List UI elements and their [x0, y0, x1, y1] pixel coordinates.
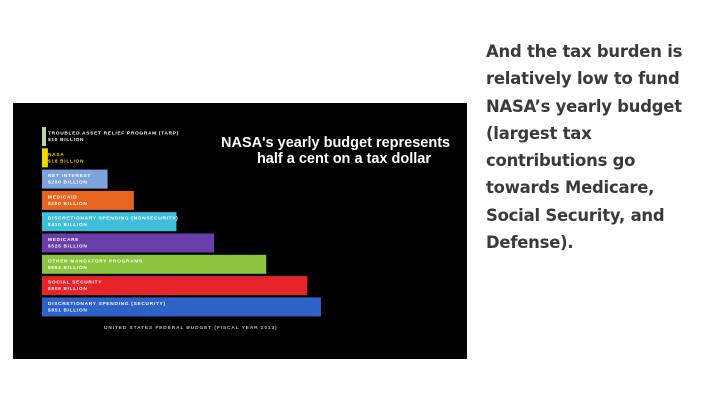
bar-category-label: DISCRETIONARY SPENDING (NONSECURITY): [48, 216, 178, 222]
bar-category-label: DISCRETIONARY SPENDING (SECURITY): [48, 301, 166, 307]
bar-category-label: MEDICAID: [48, 194, 77, 200]
bar: [42, 254, 267, 274]
caption-line: contributions go: [486, 151, 636, 171]
bar-value-label: $851 BILLION: [48, 307, 88, 313]
caption-line: towards Medicare,: [486, 178, 655, 198]
bar: [42, 233, 215, 253]
caption-line: Social Security, and: [486, 205, 665, 225]
bar-category-label: MEDICARE: [48, 237, 79, 243]
slide-caption: And the tax burden is relatively low to …: [486, 38, 711, 256]
bar-category-label: NET INTEREST: [48, 173, 91, 179]
chart-footnote: UNITED STATES FEDERAL BUDGET (FISCAL YEA…: [104, 325, 278, 331]
bar-value-label: $684 BILLION: [48, 265, 88, 271]
caption-line: (largest tax: [486, 123, 592, 143]
chart-title-line-2: half a cent on a tax dollar: [257, 151, 431, 167]
caption-line: NASA’s yearly budget: [486, 96, 682, 116]
bar: [42, 127, 46, 146]
bar-category-label: NASA: [48, 152, 64, 158]
bar: [42, 276, 308, 296]
budget-chart-image: TROUBLED ASSET RELIEF PROGRAM (TARP) $10 …: [13, 103, 467, 359]
bar-category-label: SOCIAL SECURITY: [48, 280, 102, 286]
caption-line: And the tax burden is: [486, 42, 683, 61]
caption-line: relatively low to fund: [486, 69, 680, 89]
bar-value-label: $809 BILLION: [48, 286, 88, 292]
bar: [42, 190, 134, 210]
chart-title-line-1: NASA's yearly budget represents: [221, 135, 450, 151]
bar-value-label: $410 BILLION: [48, 222, 88, 228]
bar: [42, 169, 108, 189]
bar-value-label: $200 BILLION: [48, 180, 88, 186]
bar-category-label: OTHER MANDATORY PROGRAMS: [48, 258, 143, 264]
bar-value-label: $18 BILLION: [48, 158, 84, 164]
bar-value-label: $525 BILLION: [48, 244, 88, 250]
budget-chart: TROUBLED ASSET RELIEF PROGRAM (TARP)$10 …: [42, 127, 450, 331]
bar: [42, 148, 48, 168]
bar: [42, 212, 177, 232]
bar: [42, 297, 322, 317]
caption-line: Defense).: [486, 233, 574, 253]
bar-category-label: TROUBLED ASSET RELIEF PROGRAM (TARP): [48, 131, 179, 137]
bar-value-label: $10 BILLION: [48, 137, 84, 143]
bar-value-label: $280 BILLION: [48, 201, 88, 207]
